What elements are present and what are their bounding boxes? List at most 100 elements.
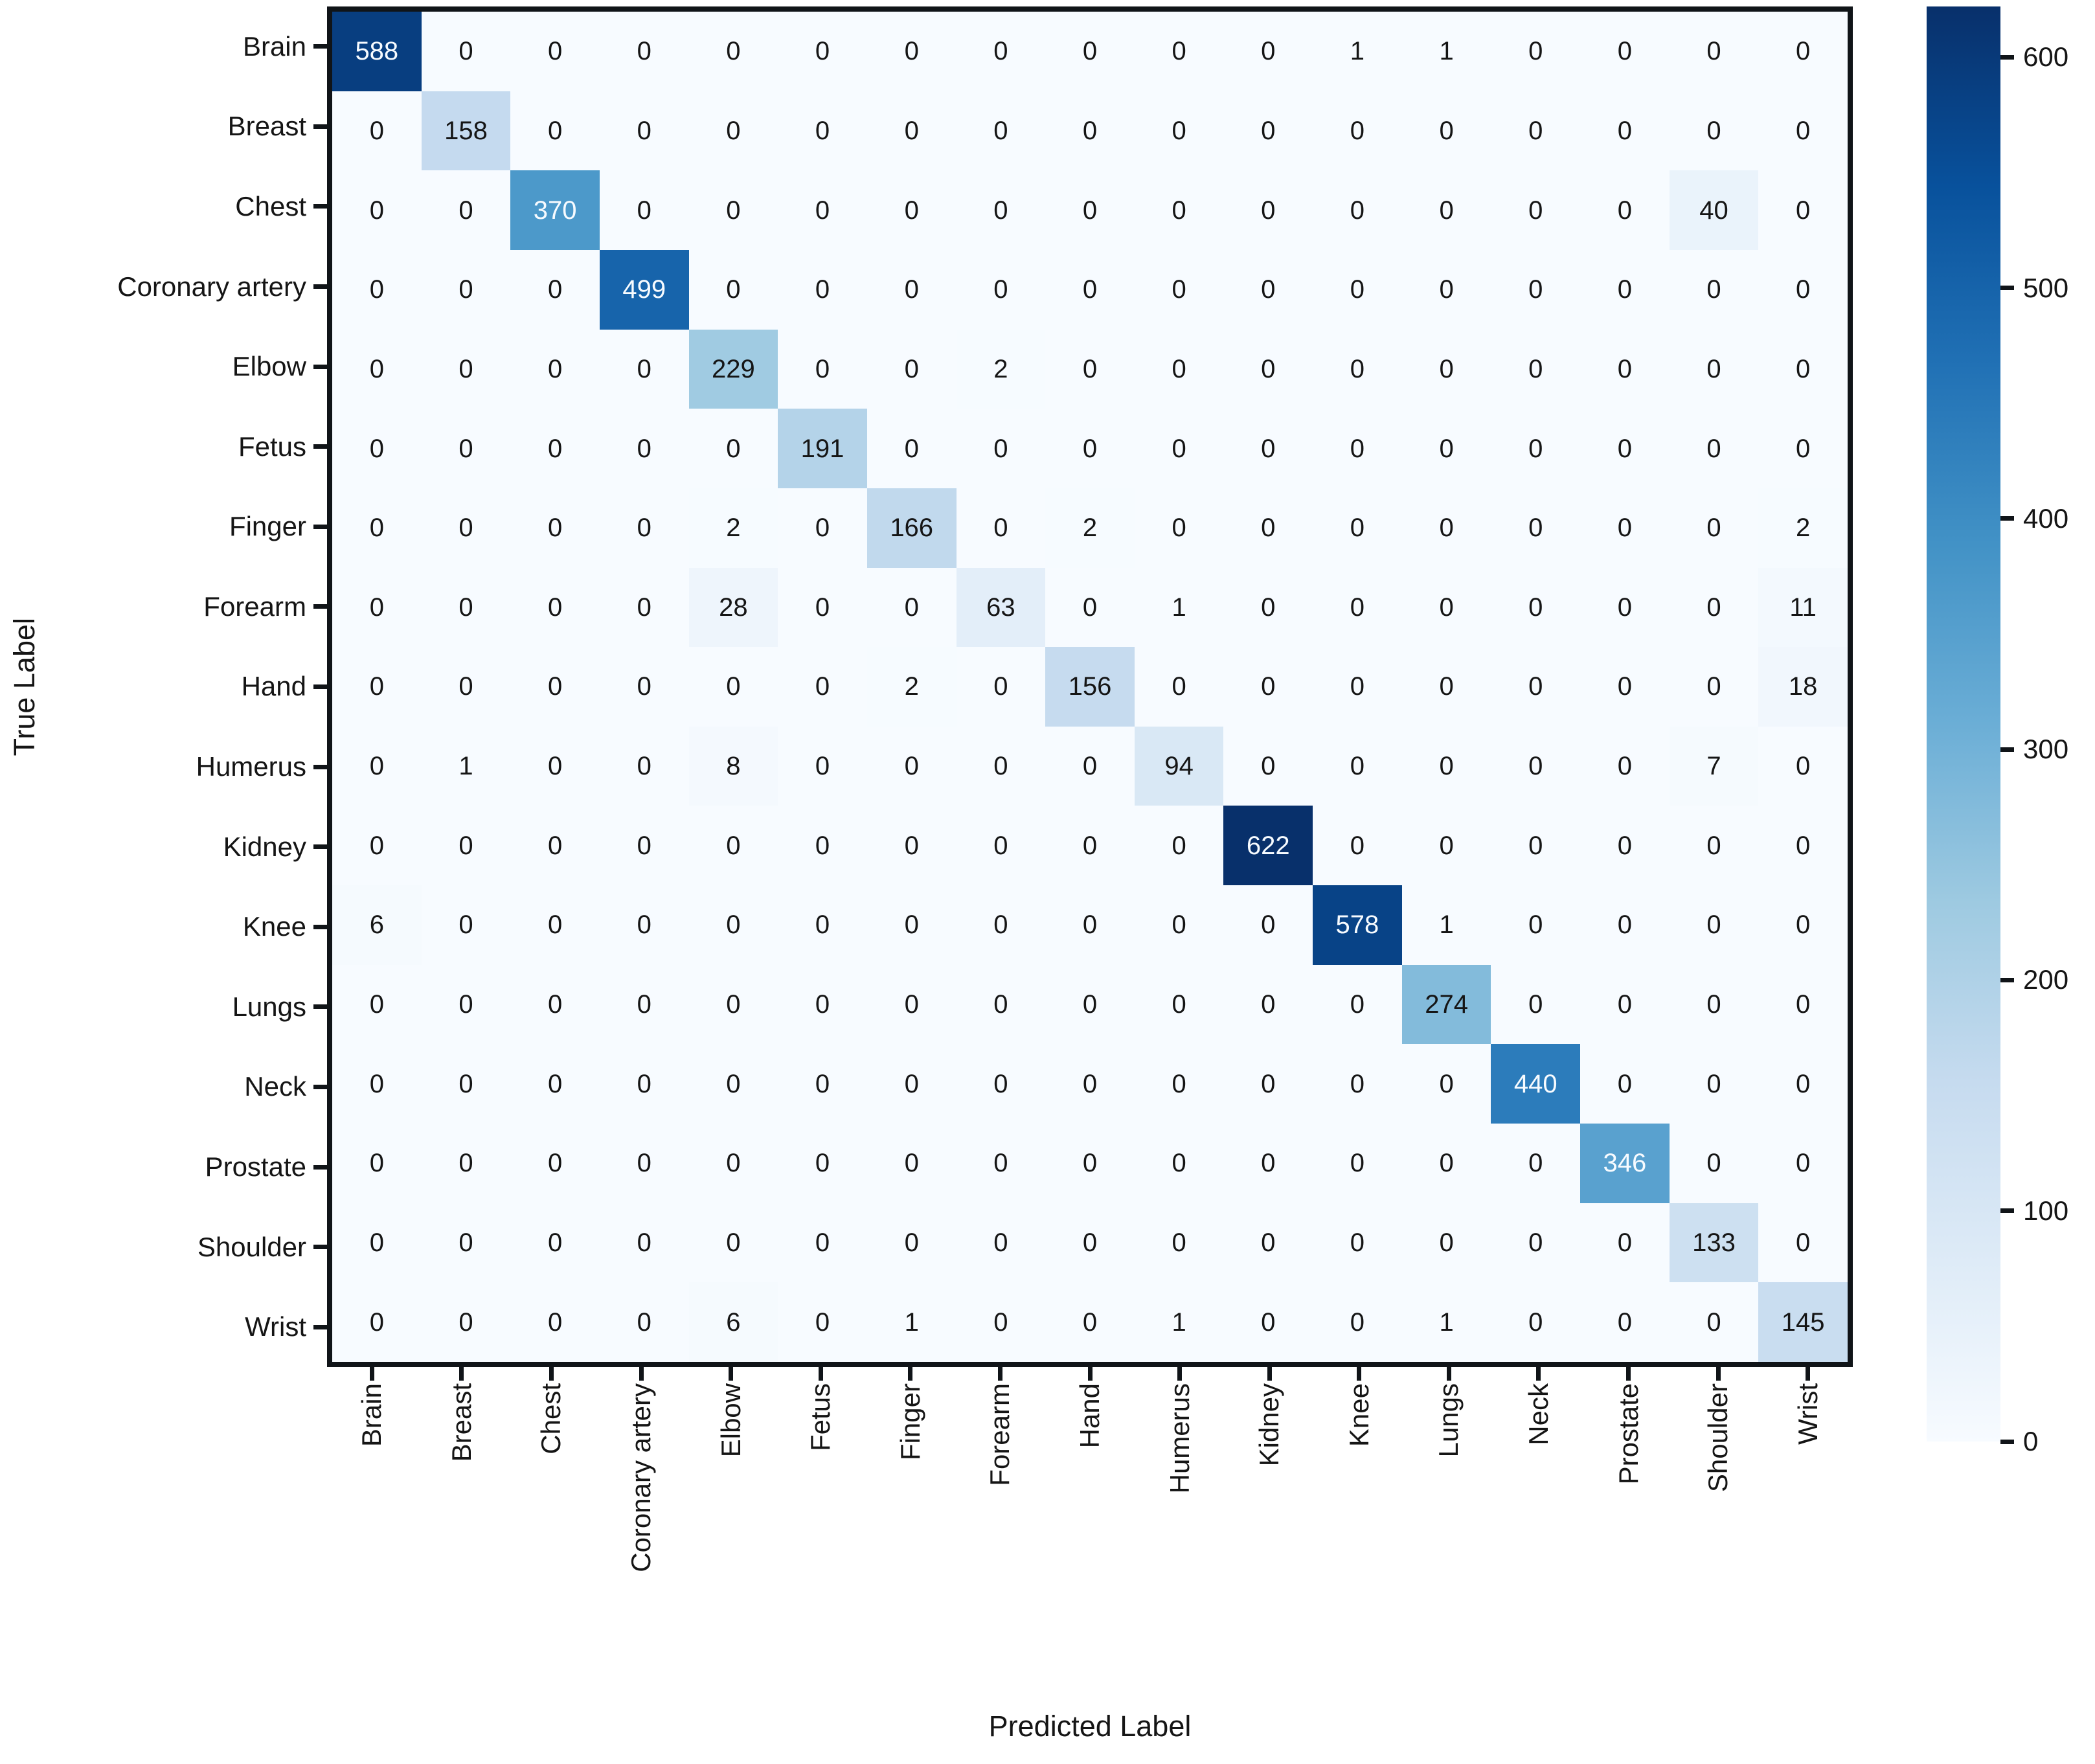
- heatmap-cell: 0: [1313, 567, 1402, 648]
- x-tick-label-text: Elbow: [715, 1383, 746, 1458]
- heatmap-cell: 0: [1491, 170, 1581, 250]
- heatmap-cell: 0: [1313, 1044, 1402, 1124]
- x-tick-label-text: Chest: [536, 1383, 567, 1454]
- heatmap-cell: 0: [1045, 885, 1135, 965]
- x-tick-label: Breast: [417, 1383, 507, 1662]
- heatmap-cell: 0: [421, 1203, 511, 1283]
- heatmap-cell: 0: [688, 91, 778, 171]
- heatmap-cell: 0: [1223, 1124, 1313, 1203]
- y-axis-tick: [313, 204, 327, 209]
- heatmap-cell: 0: [1313, 726, 1402, 806]
- heatmap-cell: 0: [599, 1124, 689, 1203]
- heatmap-cell: 0: [332, 329, 422, 409]
- heatmap-cell: 0: [1580, 249, 1670, 330]
- heatmap-cell: 0: [866, 806, 957, 886]
- heatmap-cell: 0: [688, 409, 778, 488]
- heatmap-cell: 0: [1758, 329, 1848, 409]
- y-axis-tick: [313, 1245, 327, 1250]
- heatmap-cell: 0: [956, 1282, 1046, 1362]
- heatmap-cell: 499: [599, 249, 689, 330]
- x-axis-tick: [1806, 1367, 1811, 1381]
- colorbar-tick-label: 400: [2023, 503, 2069, 534]
- heatmap-cell: 0: [332, 647, 422, 727]
- heatmap-cell: 0: [1045, 567, 1135, 648]
- heatmap-cell: 0: [599, 1044, 689, 1124]
- heatmap-cell: 0: [510, 488, 600, 568]
- heatmap-cell: 0: [1223, 1282, 1313, 1362]
- x-axis-tick: [908, 1367, 913, 1381]
- heatmap-cell: 0: [421, 249, 511, 330]
- heatmap-cell: 1: [866, 1282, 957, 1362]
- x-tick-label: Coronary artery: [596, 1383, 686, 1662]
- y-tick-labels: Brain Breast Chest Coronary artery Elbow Fetu…: [0, 6, 306, 1367]
- heatmap-cell: 0: [866, 170, 957, 250]
- heatmap-cell: 0: [510, 12, 600, 91]
- y-tick-label: Knee: [242, 911, 306, 942]
- x-axis-tick: [1446, 1367, 1451, 1381]
- heatmap-cell: 1: [421, 726, 511, 806]
- x-tick-label: Kidney: [1225, 1383, 1315, 1662]
- y-axis-tick: [313, 844, 327, 850]
- colorbar-tick-label: 200: [2023, 964, 2069, 995]
- heatmap-cell: 0: [1134, 885, 1224, 965]
- heatmap-cell: 0: [1491, 647, 1581, 727]
- heatmap-cell: 0: [1669, 329, 1759, 409]
- heatmap-cell: 0: [1223, 409, 1313, 488]
- heatmap-cell: 0: [1669, 488, 1759, 568]
- heatmap-cell: 0: [1401, 1203, 1491, 1283]
- x-tick-label-text: Lungs: [1433, 1383, 1464, 1458]
- heatmap-cell: 6: [688, 1282, 778, 1362]
- heatmap-cell: 0: [510, 409, 600, 488]
- x-axis-tick: [549, 1367, 554, 1381]
- heatmap-cell: 2: [1045, 488, 1135, 568]
- heatmap-cell: 0: [421, 1124, 511, 1203]
- colorbar-tick-label: 500: [2023, 272, 2069, 303]
- heatmap-cell: 0: [1491, 964, 1581, 1045]
- heatmap-cell: 0: [1669, 885, 1759, 965]
- heatmap-cell: 0: [510, 249, 600, 330]
- heatmap-cell: 0: [1401, 249, 1491, 330]
- heatmap-cell: 0: [599, 1282, 689, 1362]
- heatmap-cell: 0: [1045, 12, 1135, 91]
- x-tick-label-text: Neck: [1523, 1383, 1554, 1445]
- x-tick-label-text: Wrist: [1792, 1383, 1823, 1445]
- heatmap-cell: 0: [1134, 1203, 1224, 1283]
- x-axis-tick: [1267, 1367, 1272, 1381]
- heatmap-cell: 0: [1491, 567, 1581, 648]
- heatmap-cell: 0: [1045, 964, 1135, 1045]
- heatmap-cell: 0: [956, 647, 1046, 727]
- heatmap-cell: 166: [866, 488, 957, 568]
- heatmap-cell: 2: [866, 647, 957, 727]
- colorbar-tick-label: 0: [2023, 1426, 2039, 1456]
- heatmap-cell: 0: [866, 1203, 957, 1283]
- heatmap-cell: 0: [1223, 647, 1313, 727]
- heatmap-cell: 0: [1401, 409, 1491, 488]
- heatmap-cell: 0: [1580, 647, 1670, 727]
- heatmap-cell: 0: [1758, 249, 1848, 330]
- heatmap-cell: 0: [421, 1282, 511, 1362]
- x-axis-title: Predicted Label: [327, 1710, 1853, 1743]
- heatmap-cell: 0: [510, 806, 600, 886]
- y-axis-tick: [313, 684, 327, 689]
- heatmap-cell: 0: [1758, 806, 1848, 886]
- heatmap-cell: 0: [866, 1124, 957, 1203]
- x-tick-label: Prostate: [1583, 1383, 1673, 1662]
- heatmap-cell: 0: [778, 567, 867, 648]
- heatmap-cell: 0: [421, 329, 511, 409]
- x-tick-label: Shoulder: [1673, 1383, 1763, 1662]
- heatmap-cell: 0: [1580, 806, 1670, 886]
- heatmap-plot-area: 588 0 0 0 0 0 0 0 0 0 0 1 1 0 0 0 0 0 158 0 0 0 0 0 0 0 0 0 0 0 0 0 0 0 0 0…: [327, 6, 1853, 1367]
- heatmap-cell: 0: [1313, 488, 1402, 568]
- heatmap-cell: 0: [956, 1203, 1046, 1283]
- heatmap-cell: 0: [510, 91, 600, 171]
- colorbar-tick: [2000, 1208, 2014, 1214]
- heatmap-cell: 0: [1401, 488, 1491, 568]
- heatmap-cell: 0: [332, 726, 422, 806]
- heatmap-cell: 0: [956, 964, 1046, 1045]
- heatmap-cell: 0: [421, 806, 511, 886]
- heatmap-cell: 0: [332, 1044, 422, 1124]
- heatmap-cell: 0: [956, 249, 1046, 330]
- heatmap-cell: 0: [1134, 409, 1224, 488]
- heatmap-cell: 0: [1223, 885, 1313, 965]
- heatmap-cell: 0: [1580, 1203, 1670, 1283]
